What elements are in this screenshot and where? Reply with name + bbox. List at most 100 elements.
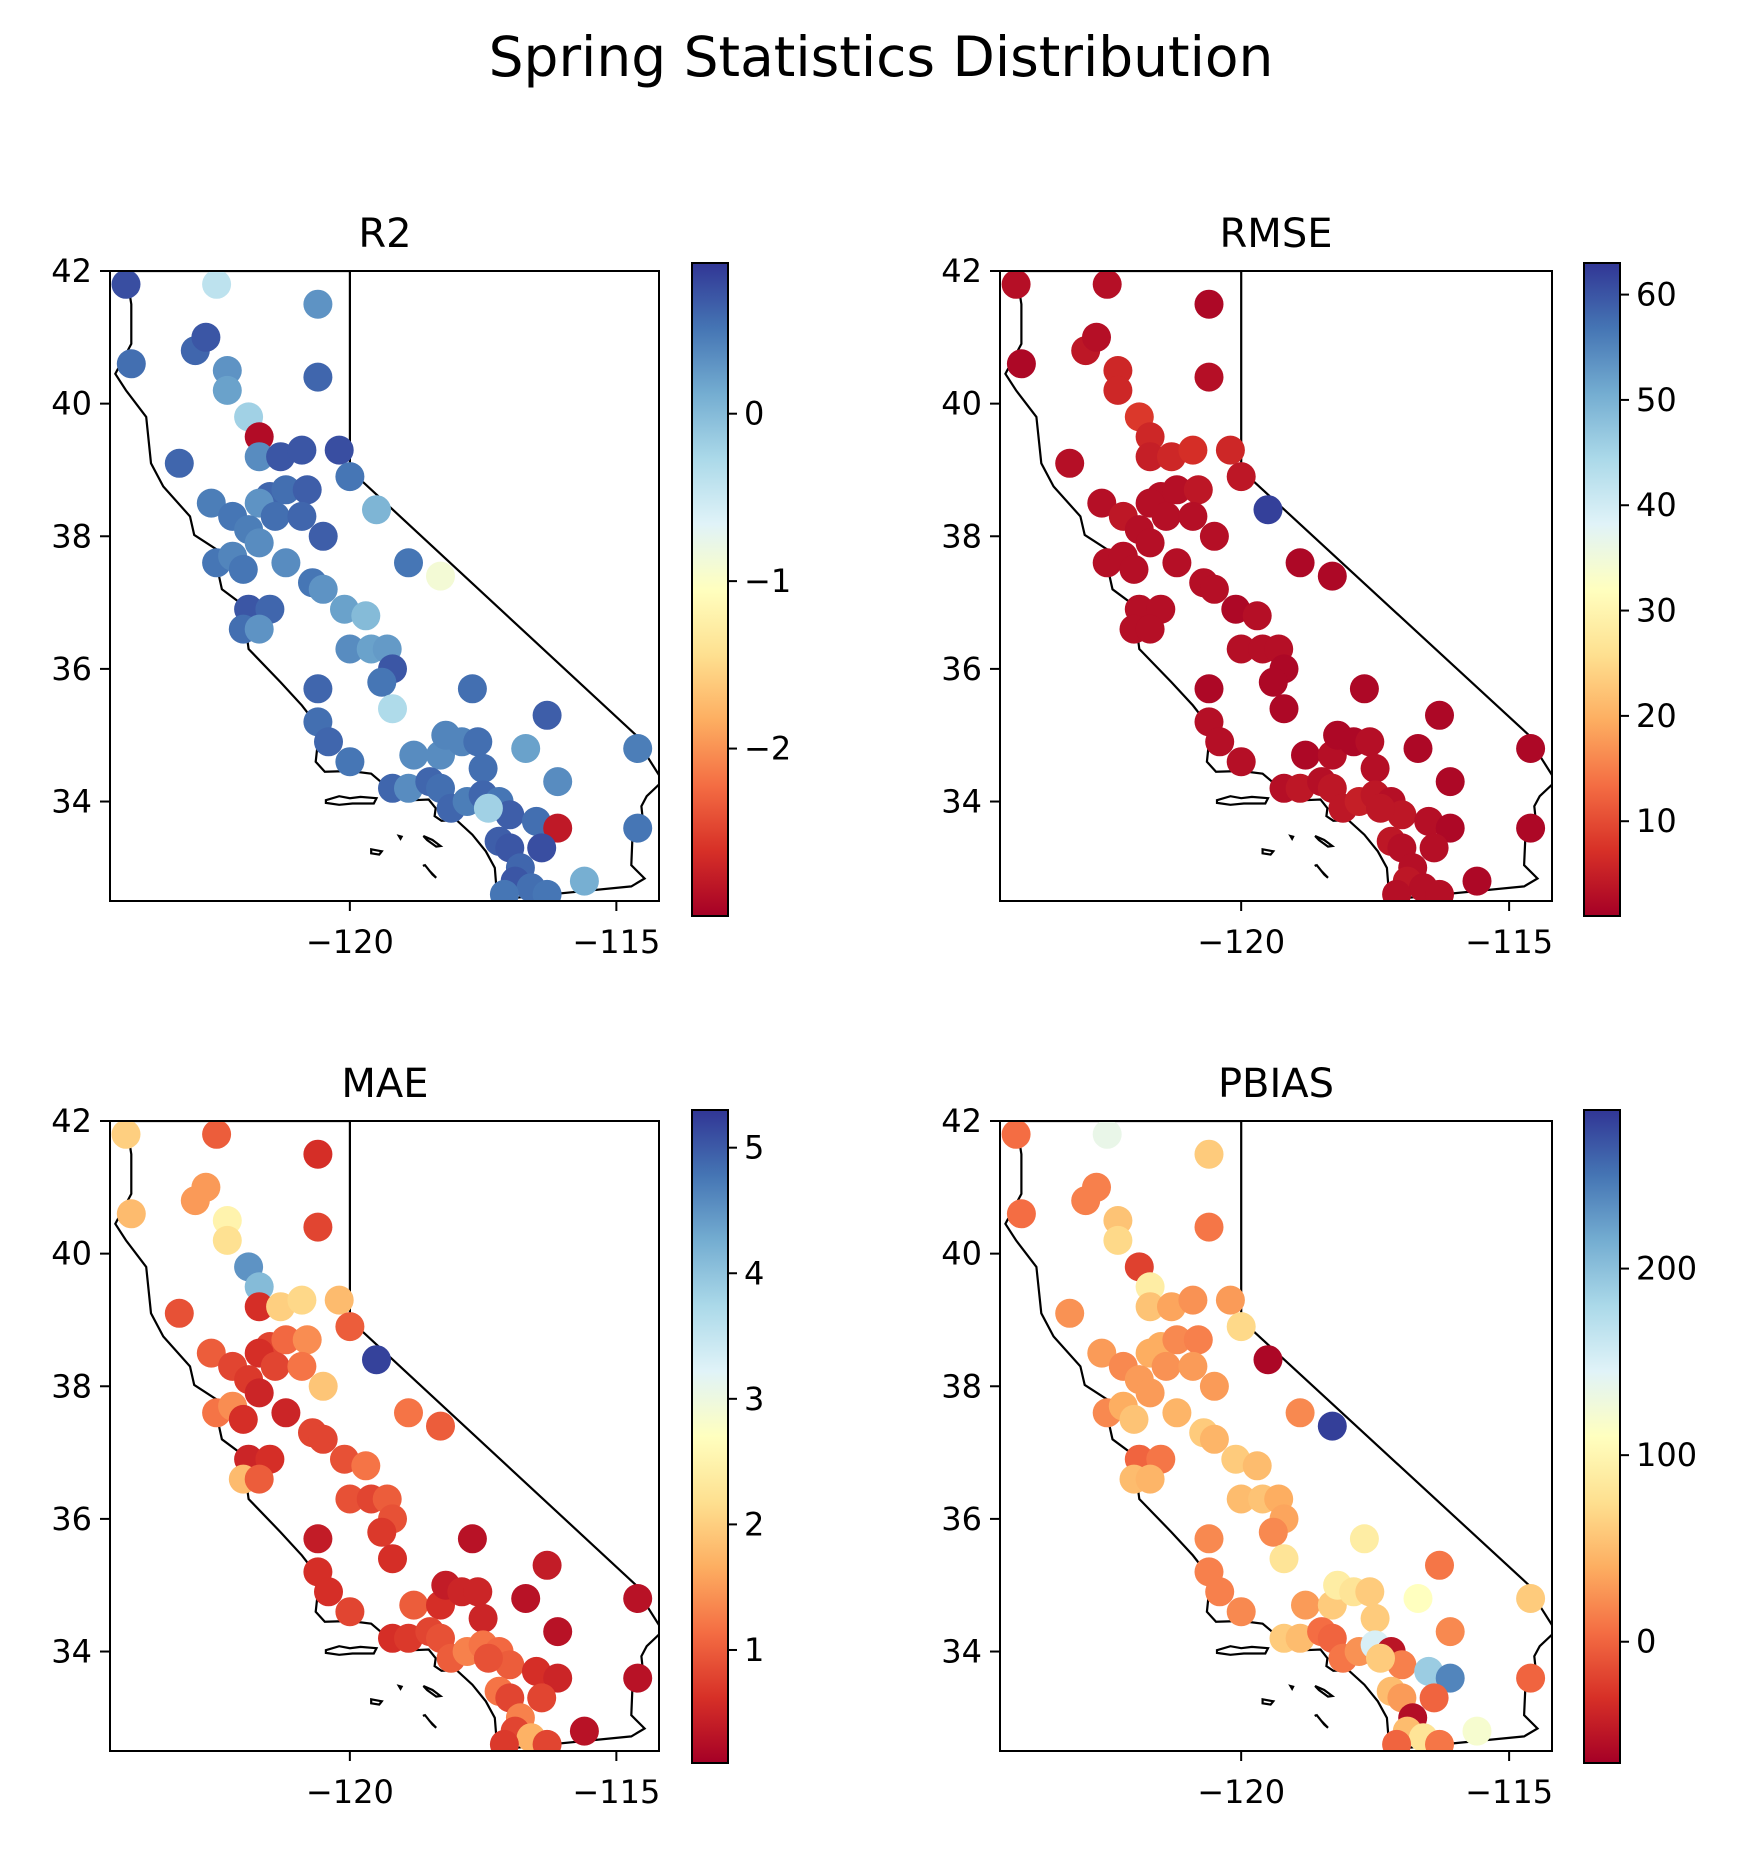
station-point xyxy=(1194,674,1224,704)
island-outline xyxy=(1315,1713,1329,1729)
station-point xyxy=(623,1663,653,1693)
station-point xyxy=(1135,1464,1165,1494)
colorbar-tick-label: 50 xyxy=(1636,381,1677,419)
island-outline xyxy=(422,834,444,848)
station-point xyxy=(394,548,423,578)
station-point xyxy=(202,271,232,299)
station-point xyxy=(271,1398,301,1428)
station-point xyxy=(1119,1404,1149,1434)
station-point xyxy=(1516,813,1546,843)
station-point xyxy=(335,1597,365,1627)
y-tick-label: 36 xyxy=(941,650,982,688)
station-point xyxy=(426,561,455,591)
station-point xyxy=(1355,727,1385,757)
station-point xyxy=(111,1121,141,1149)
colorbar-r2 xyxy=(691,262,729,917)
y-tick-label: 40 xyxy=(51,1235,92,1273)
station-point xyxy=(1183,1325,1213,1355)
station-point xyxy=(351,601,381,631)
island-outline xyxy=(422,1684,444,1698)
station-point xyxy=(1425,879,1454,901)
station-point xyxy=(1151,501,1181,531)
y-tick-label: 40 xyxy=(51,385,92,423)
station-point xyxy=(292,475,322,505)
station-point xyxy=(1205,727,1235,757)
station-point xyxy=(1291,740,1320,770)
colorbar-tick-label: 40 xyxy=(1636,486,1677,524)
station-point xyxy=(1226,634,1256,664)
station-point xyxy=(473,1643,503,1673)
station-point xyxy=(623,813,653,843)
station-point xyxy=(287,435,317,465)
station-point xyxy=(1178,435,1208,465)
station-point xyxy=(1178,1285,1208,1315)
station-point xyxy=(212,1206,242,1235)
station-point xyxy=(1055,1298,1085,1328)
station-point xyxy=(1092,1121,1122,1149)
axes-frame xyxy=(999,270,1553,902)
island-outline xyxy=(1261,1697,1276,1706)
station-point xyxy=(489,879,519,901)
station-point xyxy=(303,289,333,319)
station-point xyxy=(468,1603,498,1633)
station-point xyxy=(1516,734,1546,763)
station-point xyxy=(1194,1212,1224,1242)
station-point xyxy=(623,1584,653,1613)
station-point xyxy=(1435,813,1465,843)
station-point xyxy=(303,1212,333,1242)
island-outline xyxy=(423,863,437,879)
island-outline xyxy=(1288,1684,1295,1691)
station-point xyxy=(1082,322,1111,352)
station-point xyxy=(1226,1484,1256,1514)
station-point xyxy=(1366,793,1395,823)
station-point xyxy=(1092,271,1122,299)
station-point xyxy=(532,1729,562,1751)
station-point xyxy=(1253,1345,1283,1375)
colorbar-tick-label: 20 xyxy=(1636,697,1677,735)
y-tick-label: 38 xyxy=(51,517,92,555)
x-tick-label: −120 xyxy=(306,1773,394,1811)
station-point xyxy=(1199,574,1229,604)
station-point xyxy=(1382,879,1412,901)
island-outline xyxy=(1314,863,1318,868)
station-point xyxy=(244,1272,274,1302)
station-point xyxy=(1360,753,1390,783)
station-point xyxy=(1001,1121,1031,1149)
island-outline xyxy=(370,1697,384,1706)
island-outline xyxy=(1288,834,1295,841)
station-point xyxy=(308,574,338,604)
station-point xyxy=(351,1451,381,1481)
island-outline xyxy=(422,863,426,868)
station-point xyxy=(1055,448,1085,478)
station-point xyxy=(527,833,557,863)
station-point xyxy=(271,1325,301,1355)
station-point xyxy=(191,1172,221,1202)
station-point xyxy=(164,448,194,478)
station-point xyxy=(314,727,343,757)
station-point xyxy=(1317,561,1347,591)
y-tick-label: 34 xyxy=(51,1633,92,1671)
axes-frame xyxy=(109,1120,660,1752)
y-tick-label: 34 xyxy=(941,783,982,821)
island-outline xyxy=(1215,1645,1270,1656)
station-point xyxy=(244,1292,274,1322)
station-point xyxy=(1226,462,1256,492)
station-point xyxy=(202,1121,232,1149)
station-point xyxy=(1355,1577,1385,1607)
colorbar-rmse xyxy=(1583,262,1621,917)
station-point xyxy=(1103,1225,1133,1255)
island-outline xyxy=(396,1684,404,1691)
y-tick-label: 42 xyxy=(51,252,92,290)
station-point xyxy=(511,1584,541,1613)
station-point xyxy=(116,1199,146,1229)
station-point xyxy=(1382,1729,1412,1751)
colorbar-tick-label: 10 xyxy=(1636,802,1677,840)
y-tick-label: 42 xyxy=(51,1102,92,1140)
station-point xyxy=(543,813,573,843)
station-point xyxy=(287,501,317,531)
station-point xyxy=(271,548,301,578)
station-point xyxy=(335,1484,365,1514)
station-point xyxy=(394,1398,423,1428)
station-point xyxy=(532,1550,562,1580)
station-point xyxy=(335,634,365,664)
